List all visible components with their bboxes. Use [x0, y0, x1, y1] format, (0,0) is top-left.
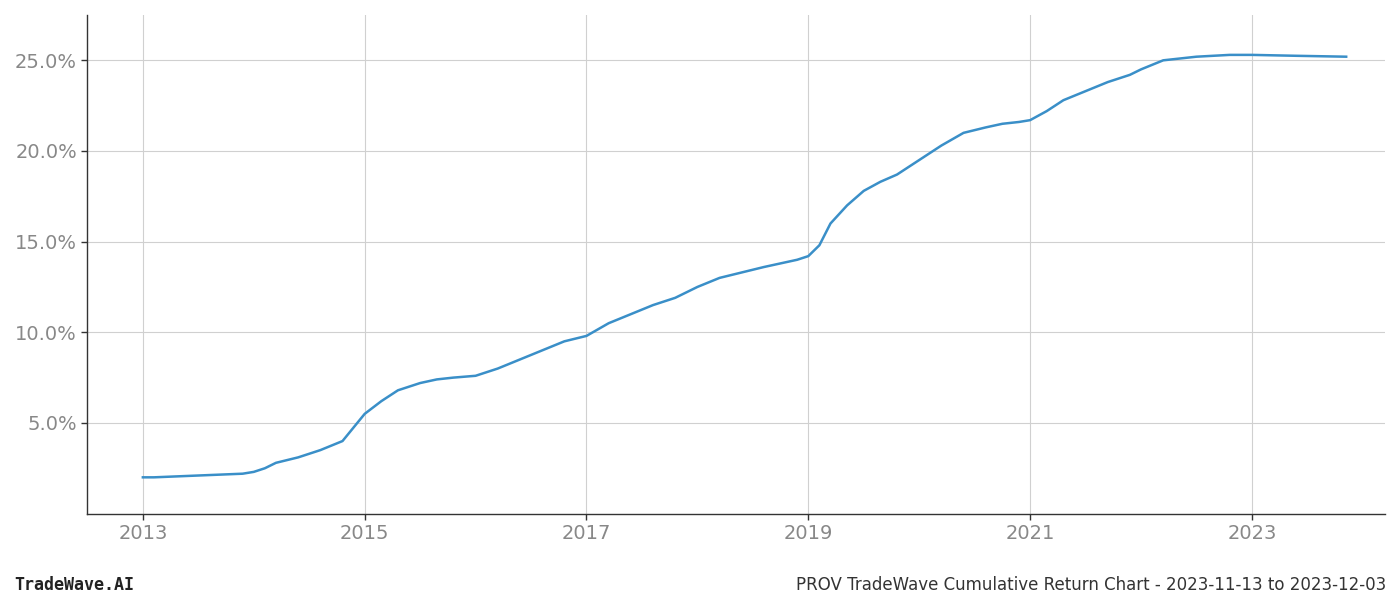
Text: PROV TradeWave Cumulative Return Chart - 2023-11-13 to 2023-12-03: PROV TradeWave Cumulative Return Chart -…	[795, 576, 1386, 594]
Text: TradeWave.AI: TradeWave.AI	[14, 576, 134, 594]
